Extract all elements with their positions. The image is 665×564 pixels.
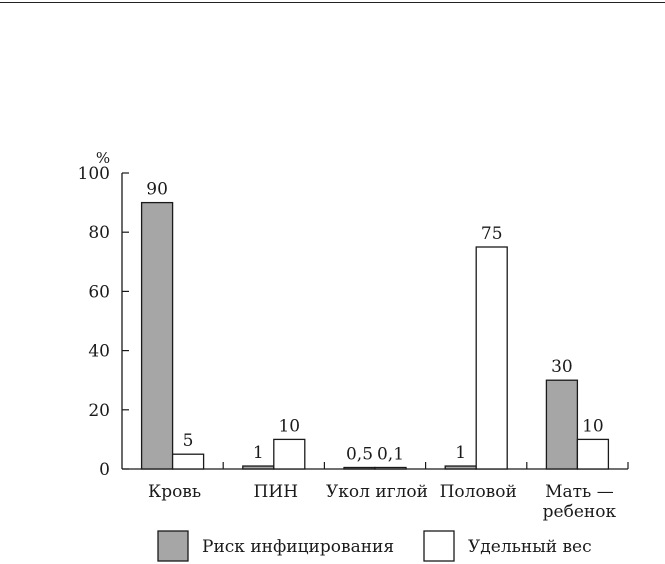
- top-rule: [0, 2, 665, 3]
- chart-legend: Риск инфицирования Удельный вес: [157, 530, 592, 562]
- bar-share-1: [273, 438, 306, 470]
- data-label: 30: [551, 357, 573, 377]
- data-label: 1: [455, 443, 466, 463]
- x-category-label: Мать —: [545, 482, 614, 502]
- bar-risk-3: [444, 465, 477, 470]
- data-label: 1: [253, 443, 264, 463]
- data-label: 75: [481, 224, 503, 244]
- y-tick-label: 100: [78, 164, 110, 184]
- y-axis-unit: %: [96, 149, 110, 167]
- y-tick-label: 80: [88, 223, 110, 243]
- legend-label: Риск инфицирования: [202, 537, 394, 557]
- data-label: 10: [278, 416, 300, 436]
- data-label: 0,1: [377, 445, 404, 465]
- x-category-label: Кровь: [148, 482, 201, 502]
- data-label: 5: [183, 431, 194, 451]
- bar-risk-1: [242, 465, 275, 470]
- data-label: 90: [146, 180, 168, 200]
- bar-share-3: [475, 246, 508, 470]
- chart-bars: [140, 201, 610, 470]
- legend-swatch: [157, 530, 189, 562]
- x-category-label: Половой: [440, 482, 517, 502]
- legend-label: Удельный вес: [468, 537, 592, 557]
- legend-swatch: [423, 530, 455, 562]
- y-tick-label: 20: [88, 401, 110, 421]
- x-category-label: ПИН: [254, 482, 298, 502]
- y-tick-label: 60: [88, 282, 110, 302]
- bar-share-2: [374, 466, 407, 470]
- chart-labels: 0 20 40 60 80 100% 90 5 Кровь 1 10 ПИН 0,5 0,1 Укол иг…: [78, 149, 617, 522]
- bar-risk-0: [140, 201, 174, 470]
- x-category-label: ребенок: [543, 502, 617, 522]
- bar-risk-2: [343, 466, 376, 470]
- y-tick-label: 0: [99, 460, 110, 480]
- data-label: 0,5: [346, 445, 373, 465]
- data-label: 10: [582, 416, 604, 436]
- bar-share-0: [171, 453, 205, 470]
- y-tick-label: 40: [88, 342, 110, 362]
- x-category-label: Укол иглой: [326, 482, 428, 502]
- bar-share-4: [576, 438, 610, 470]
- bar-risk-4: [545, 379, 579, 470]
